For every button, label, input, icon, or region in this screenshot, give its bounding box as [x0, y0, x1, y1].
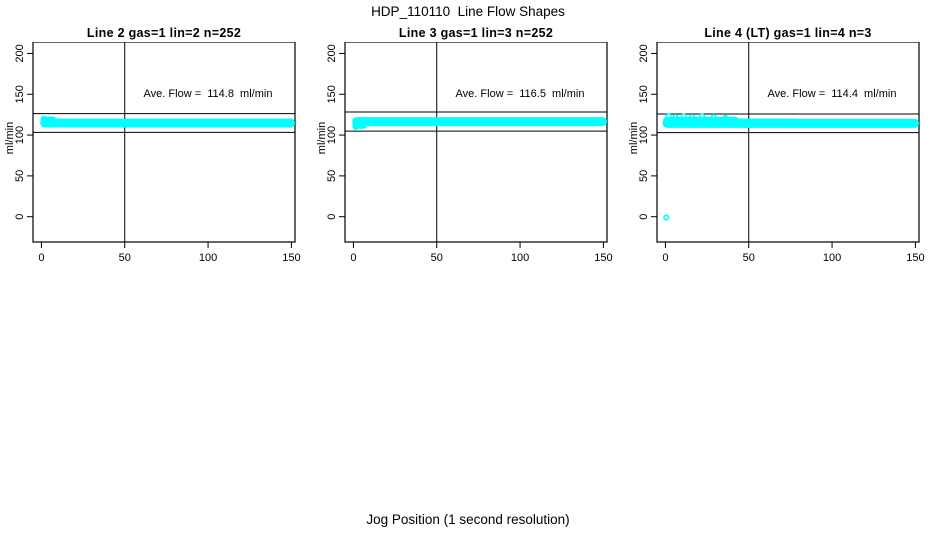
panel-title: Line 3 gas=1 lin=3 n=252: [398, 26, 554, 40]
y-tick-label: 200: [14, 44, 26, 62]
x-tick-label: 0: [662, 252, 668, 264]
ave-flow-annotation: Ave. Flow = 114.8 ml/min: [143, 88, 273, 100]
y-tick-label: 200: [638, 44, 650, 62]
data-point: [722, 114, 729, 122]
y-tick-label: 50: [14, 170, 26, 182]
y-tick-label: 50: [326, 170, 338, 182]
data-point: [680, 113, 687, 120]
x-tick-label: 50: [119, 252, 131, 264]
data-point: [688, 114, 696, 121]
y-tick-label: 0: [326, 214, 338, 220]
data-point: [698, 113, 706, 120]
plot-box: [656, 42, 920, 243]
ave-flow-annotation: Ave. Flow = 116.5 ml/min: [455, 88, 585, 100]
plot-box: [32, 42, 296, 243]
plot-area: 0 50 100 150 200 0 50 100 150: [14, 42, 301, 264]
x-tick-label: 50: [431, 252, 443, 264]
data-point: [672, 114, 679, 121]
data-point: [665, 113, 672, 120]
x-tick-label: 150: [594, 252, 612, 264]
y-tick-label: 150: [326, 85, 338, 103]
data-point: [40, 115, 48, 122]
x-axis-label: Jog Position (1 second resolution): [366, 512, 570, 527]
plot-area: 0 50 100 150 200 0 50 100 150: [326, 42, 613, 264]
data-point: [352, 123, 360, 131]
y-tick-label: 100: [326, 126, 338, 144]
y-tick-label: 100: [14, 126, 26, 144]
x-tick-label: 0: [38, 252, 44, 264]
y-tick-label: 0: [638, 214, 650, 220]
panel-line-2: Line 2 gas=1 lin=2 n=252 ml/min 0 50 100 15…: [0, 0, 312, 300]
plot-box: [344, 42, 608, 243]
data-point: [710, 114, 717, 121]
panel-line-3: Line 3 gas=1 lin=3 n=252 ml/min 0 50 100 15…: [312, 0, 624, 300]
y-tick-label: 50: [638, 170, 650, 182]
y-tick-label: 100: [638, 126, 650, 144]
panel-title: Line 4 (LT) gas=1 lin=4 n=3: [704, 26, 872, 40]
chart-main-title: HDP_110110 Line Flow Shapes: [371, 4, 565, 19]
x-tick-label: 100: [199, 252, 217, 264]
y-tick-label: 200: [326, 44, 338, 62]
ave-flow-annotation: Ave. Flow = 114.4 ml/min: [767, 88, 897, 100]
x-tick-label: 100: [823, 252, 841, 264]
x-tick-label: 100: [511, 252, 529, 264]
x-tick-label: 50: [743, 252, 755, 264]
x-tick-label: 150: [906, 252, 924, 264]
data-point: [663, 214, 670, 221]
y-tick-label: 150: [14, 85, 26, 103]
x-tick-label: 150: [282, 252, 300, 264]
plot-area: 0 50 100 150 200 0 50 100 150: [638, 42, 925, 264]
x-tick-label: 0: [350, 252, 356, 264]
panel-title: Line 2 gas=1 lin=2 n=252: [86, 26, 242, 40]
y-tick-label: 150: [638, 85, 650, 103]
y-tick-label: 0: [14, 214, 26, 220]
panel-line-4: Line 4 (LT) gas=1 lin=4 n=3 ml/min 0 50 10…: [624, 0, 936, 300]
